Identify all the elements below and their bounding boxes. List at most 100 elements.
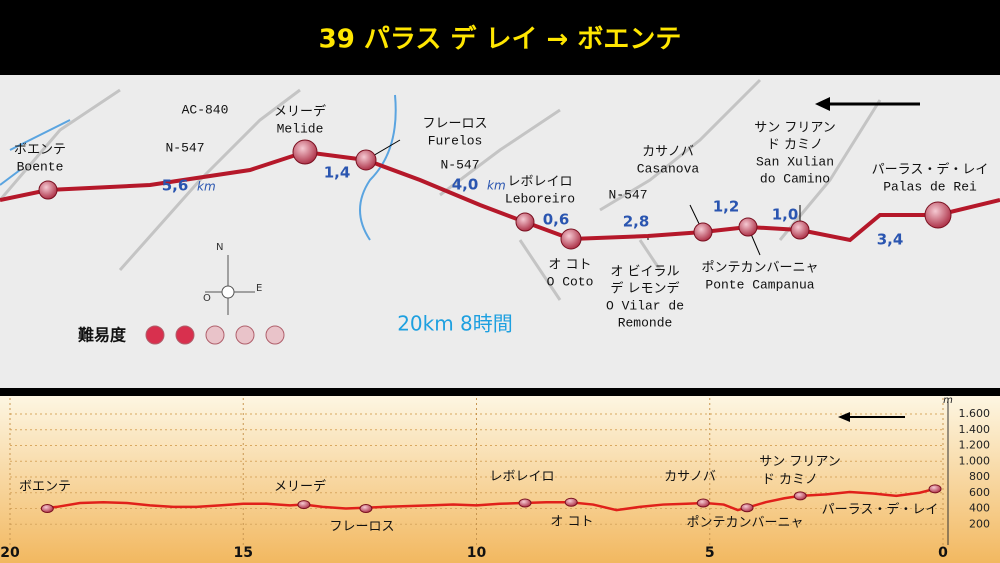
- place-label: Palas de Rei: [883, 179, 977, 194]
- title: 39 パラス デ レイ → ボエンテ: [319, 24, 682, 55]
- arrow: [815, 97, 920, 111]
- profile-label: カサノバ: [664, 470, 716, 485]
- y-tick-label: 200: [969, 517, 990, 530]
- distance: 2,8: [623, 213, 650, 231]
- town-marker: [292, 139, 318, 165]
- distance: 5,6: [162, 177, 189, 195]
- road-label: N-547: [440, 157, 479, 172]
- title-bar: [0, 0, 1000, 75]
- town-marker: [38, 180, 58, 200]
- compass-label: E: [256, 283, 262, 294]
- profile-label: レボレイロ: [489, 470, 554, 485]
- stop-marker: [740, 503, 754, 513]
- x-tick-label: 20: [0, 545, 20, 561]
- place-label: レボレイロ: [507, 175, 572, 190]
- difficulty-icon: [235, 325, 255, 345]
- place-label: ポンテカンバーニャ: [701, 261, 818, 276]
- place-label: ド カミノ: [767, 138, 823, 153]
- y-tick-label: 1.400: [959, 423, 991, 436]
- compass: [205, 255, 255, 315]
- town-marker: [355, 149, 377, 171]
- town-marker: [560, 228, 582, 250]
- difficulty-icon: [145, 325, 165, 345]
- unit-label: m: [943, 395, 953, 406]
- x-tick-label: 5: [705, 545, 715, 561]
- stop-marker: [793, 491, 807, 501]
- place-label: do Camino: [760, 171, 830, 186]
- place-label: デ レモンデ: [610, 281, 679, 297]
- x-tick-label: 15: [234, 545, 253, 561]
- town-marker: [790, 220, 810, 240]
- map: [0, 75, 1000, 388]
- place-label: O Coto: [547, 274, 594, 289]
- place-label: オ コト: [548, 258, 591, 273]
- stop-marker: [564, 497, 578, 507]
- place-label: メリーデ: [274, 104, 326, 120]
- stop-marker: [928, 484, 942, 494]
- place-label: San Xulian: [756, 154, 834, 169]
- route: [0, 149, 1000, 243]
- minor-roads: [0, 78, 882, 301]
- road-label: N-547: [165, 140, 204, 155]
- town-marker: [693, 222, 713, 242]
- profile-label: パーラス・デ・レイ: [822, 502, 939, 518]
- place-label: O Vilar de: [606, 298, 684, 313]
- place-label: Ponte Campanua: [705, 277, 814, 292]
- profile-label: ポンテカンバーニャ: [686, 516, 803, 531]
- rivers: [0, 94, 397, 241]
- difficulty-label: 難易度: [78, 326, 127, 345]
- y-tick-label: 400: [969, 502, 990, 515]
- distance-unit: km: [487, 179, 506, 193]
- y-tick-label: 1.000: [959, 454, 991, 467]
- y-tick-label: 1.200: [959, 439, 991, 452]
- distance: 0,6: [543, 211, 570, 229]
- place-label: Casanova: [637, 161, 700, 176]
- stop-marker: [696, 498, 710, 508]
- town-marker: [738, 217, 758, 237]
- stop-marker: [297, 500, 311, 510]
- compass-label: O: [203, 293, 211, 304]
- compass-label: N: [216, 242, 223, 253]
- profile-label: サン フリアン: [759, 455, 841, 470]
- distance-unit: km: [197, 180, 216, 194]
- town-marker: [924, 201, 952, 229]
- place-label: Melide: [277, 121, 324, 136]
- place-label: Boente: [17, 159, 64, 174]
- place-label: オ ビイラル: [610, 265, 679, 280]
- distance: 3,4: [877, 231, 904, 249]
- profile-label: ボエンテ: [19, 480, 71, 495]
- place-label: サン フリアン: [754, 121, 836, 136]
- y-tick-label: 800: [969, 470, 990, 483]
- profile-arrow-head: [838, 412, 850, 422]
- place-label: Furelos: [428, 133, 483, 148]
- distance: 4,0: [452, 176, 479, 194]
- separator: [0, 388, 1000, 396]
- y-tick-label: 600: [969, 486, 990, 499]
- place-label: カサノバ: [642, 145, 694, 160]
- profile-label: メリーデ: [274, 479, 326, 495]
- elevation-line: [42, 487, 936, 512]
- place-label: ボエンテ: [14, 143, 66, 158]
- town-marker: [515, 212, 535, 232]
- place-label: パーラス・デ・レイ: [872, 162, 989, 178]
- profile-label: ド カミノ: [762, 473, 818, 488]
- stop-marker: [40, 504, 54, 513]
- y-tick-label: 1.600: [959, 407, 991, 420]
- place-label: Remonde: [618, 315, 673, 330]
- road-label: AC-840: [182, 102, 229, 117]
- x-tick-label: 10: [467, 545, 487, 561]
- profile: [0, 396, 1000, 563]
- stop-marker: [518, 498, 532, 508]
- x-tick-label: 0: [938, 545, 948, 561]
- profile-label: フレーロス: [329, 520, 394, 535]
- distance: 1,0: [772, 206, 799, 224]
- distance: 1,4: [324, 164, 351, 182]
- place-label: フレーロス: [422, 117, 487, 132]
- distance: 1,2: [713, 198, 740, 216]
- stop-marker: [359, 504, 373, 513]
- profile-label: オ コト: [550, 515, 593, 530]
- summary: 20km 8時間: [397, 312, 513, 336]
- difficulty-icon: [175, 325, 195, 345]
- difficulty-icon: [205, 325, 225, 345]
